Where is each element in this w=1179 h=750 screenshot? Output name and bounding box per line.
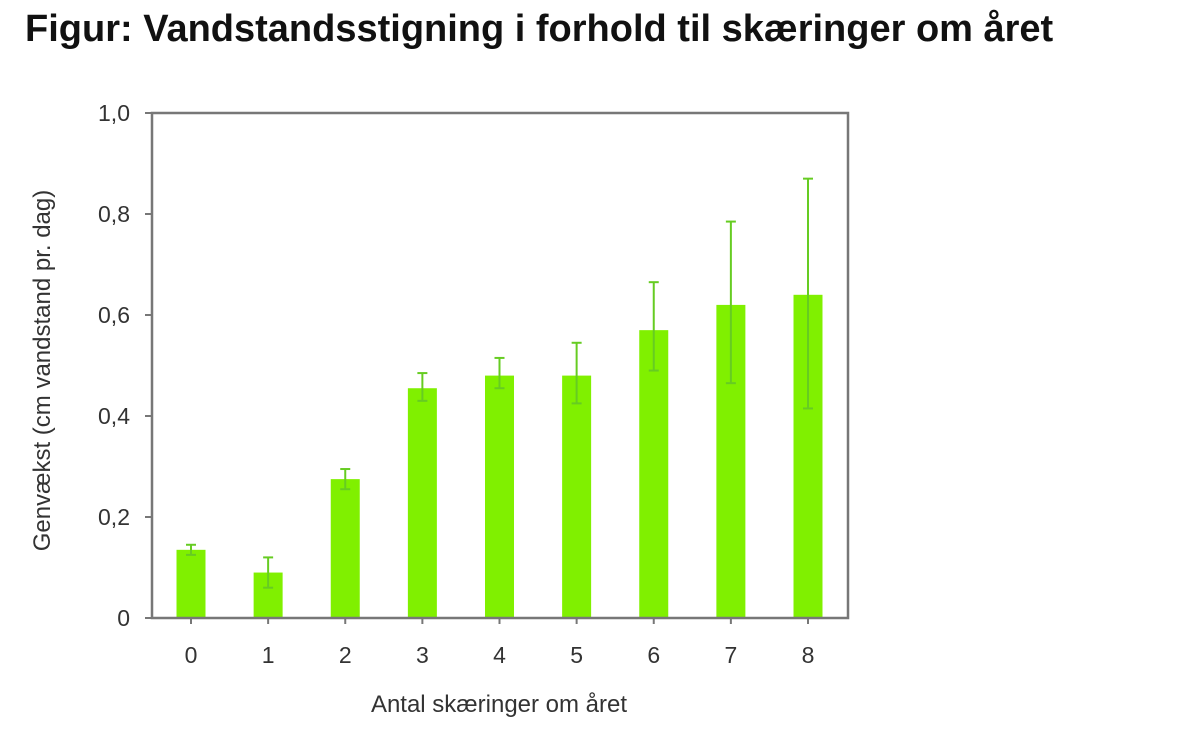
- y-tick-label: 0,2: [98, 504, 130, 530]
- x-tick-label: 0: [185, 642, 198, 668]
- bars-group: [176, 294, 823, 618]
- x-tick-label: 5: [570, 642, 583, 668]
- bar-3: [407, 388, 437, 618]
- error-bar-5: [571, 341, 582, 405]
- y-axis-ticks: 0 0,2 0,4 0,6 0,8 1,0: [98, 100, 152, 631]
- error-bar-3: [417, 372, 428, 402]
- bar-5: [562, 375, 592, 618]
- x-tick-label: 1: [262, 642, 275, 668]
- x-tick-label: 7: [724, 642, 737, 668]
- x-axis-label: Antal skæringer om året: [371, 691, 627, 718]
- error-bar-8: [803, 177, 813, 410]
- error-bar-6: [648, 281, 659, 372]
- bar-2: [330, 479, 360, 618]
- x-tick-label: 6: [647, 642, 660, 668]
- error-bar-0: [186, 543, 196, 556]
- y-tick-label: 1,0: [98, 100, 130, 126]
- x-axis-ticks: 0 1 2 3 4 5 6 7 8: [185, 618, 815, 668]
- y-tick-label: 0: [117, 605, 130, 631]
- y-tick-label: 0,6: [98, 302, 130, 328]
- y-tick-label: 0,8: [98, 201, 130, 227]
- bar-4: [485, 375, 514, 618]
- y-axis-label: Genvækst (cm vandstand pr. dag): [29, 190, 56, 552]
- x-tick-label: 8: [802, 642, 815, 668]
- figure-title: Figur: Vandstandsstigning i forhold til …: [25, 8, 1054, 50]
- bar-0: [176, 549, 206, 618]
- x-tick-label: 2: [339, 642, 352, 668]
- x-tick-label: 4: [493, 642, 506, 668]
- x-tick-label: 3: [416, 642, 429, 668]
- error-bars-group: [186, 177, 813, 589]
- bar-6: [639, 330, 669, 618]
- error-bar-1: [263, 556, 274, 589]
- error-bar-4: [494, 356, 505, 390]
- y-tick-label: 0,4: [98, 403, 130, 429]
- error-bar-7: [725, 220, 736, 385]
- error-bar-2: [340, 468, 351, 491]
